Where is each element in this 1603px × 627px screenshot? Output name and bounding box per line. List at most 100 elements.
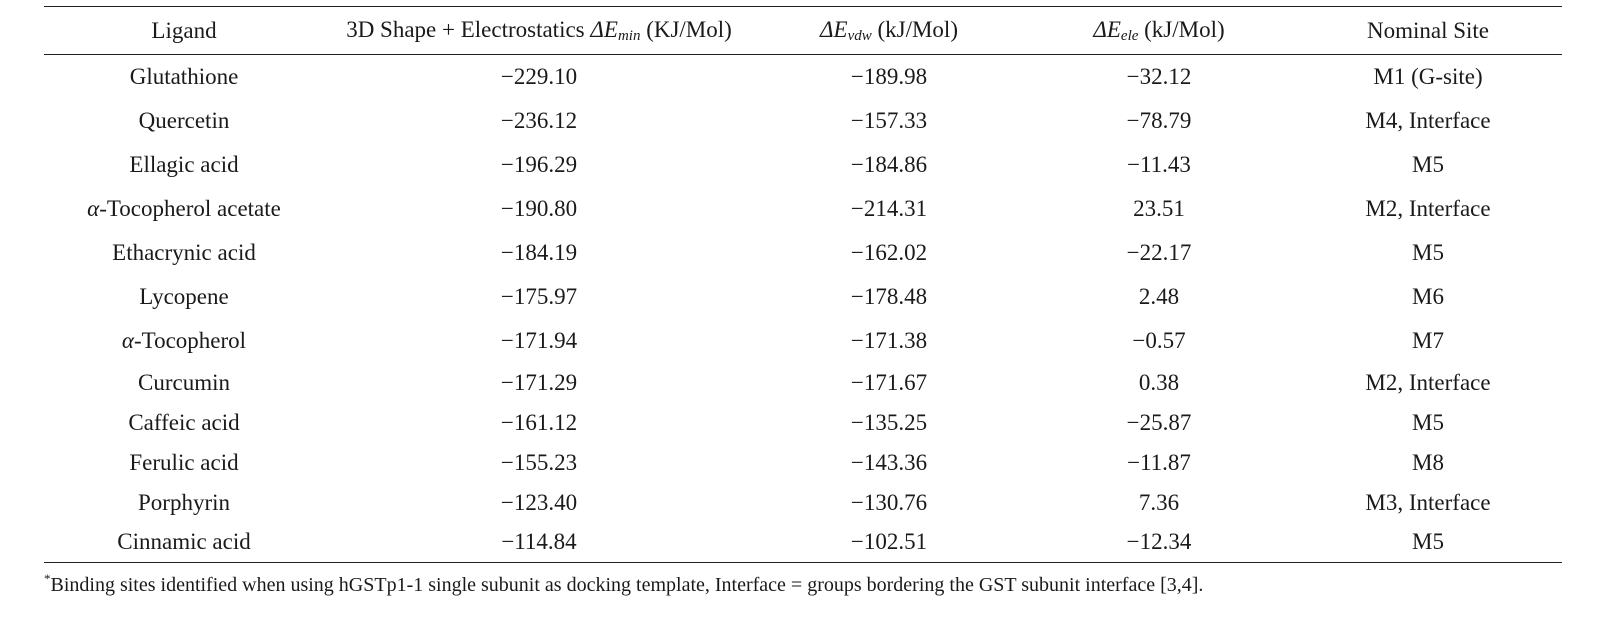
ligand-name: Ferulic acid (129, 449, 239, 475)
header-eele-sub: ele (1120, 27, 1139, 44)
cell-site: M2, Interface (1365, 195, 1491, 221)
table-row: Quercetin −236.12 −157.33 −78.79 M4, Interfa… (44, 99, 1562, 143)
cell-emin: −171.29 (500, 369, 578, 395)
cell-emin: −236.12 (500, 107, 578, 133)
header-emin-unit: (KJ/Mol) (640, 16, 732, 42)
cell-emin: −155.23 (500, 449, 578, 475)
cell-evdw: −135.25 (850, 409, 928, 435)
header-eele-delta: ΔE (1093, 16, 1121, 42)
ligand-prefix: α (121, 327, 134, 353)
cell-evdw: −102.51 (754, 522, 1024, 563)
cell-evdw: −130.76 (850, 489, 928, 515)
cell-emin: −123.40 (500, 489, 578, 515)
table-header-row: Ligand 3D Shape + Electrostatics ΔEmin (… (44, 6, 1562, 55)
header-emin-sub: min (617, 27, 641, 44)
cell-evdw: −171.38 (850, 327, 928, 353)
cell-eele: −11.87 (1127, 449, 1191, 475)
cell-site: M3, Interface (1365, 489, 1491, 515)
cell-eele: 0.38 (1138, 369, 1180, 395)
header-evdw: ΔEvdw (kJ/Mol) (754, 6, 1024, 55)
header-evdw-unit: (kJ/Mol) (871, 16, 958, 42)
cell-site: M5 (1412, 409, 1444, 435)
ligand-prefix: α (87, 195, 100, 221)
cell-site: M5 (1412, 239, 1444, 265)
table-row: Lycopene −175.97 −178.48 2.48 M6 (44, 275, 1562, 319)
cell-site: M1 (G-site) (1373, 63, 1483, 89)
header-emin: 3D Shape + Electrostatics ΔEmin (KJ/Mol) (324, 6, 754, 55)
cell-site: M8 (1412, 449, 1444, 475)
table-footnote: *Binding sites identified when using hGS… (44, 571, 1203, 597)
table-row: α-Tocopherol −171.94 −171.38 −0.57 M7 (44, 319, 1562, 363)
header-emin-delta: ΔE (590, 16, 618, 42)
header-eele: ΔEele (kJ/Mol) (1024, 6, 1294, 55)
cell-ligand: Lycopene (44, 275, 324, 319)
header-emin-prefix: 3D Shape + Electrostatics (346, 16, 591, 42)
cell-site: M5 (1294, 522, 1562, 563)
ligand-name: Curcumin (138, 369, 230, 395)
cell-ligand: Ethacrynic acid (44, 231, 324, 275)
cell-eele: −78.79 (1126, 107, 1192, 133)
ligand-name: Glutathione (129, 63, 239, 89)
cell-eele: −12.34 (1024, 522, 1294, 563)
table-row: Ferulic acid −155.23 −143.36 −11.87 M8 (44, 443, 1562, 483)
header-evdw-delta: ΔE (820, 16, 848, 42)
table-row: Curcumin −171.29 −171.67 0.38 M2, Interface (44, 363, 1562, 403)
cell-ligand: Ellagic acid (44, 143, 324, 187)
cell-eele: 23.51 (1133, 195, 1185, 221)
table-row: Ellagic acid −196.29 −184.86 −11.43 M5 (44, 143, 1562, 187)
table-row: Cinnamic acid −114.84 −102.51 −12.34 M5 (44, 522, 1562, 563)
cell-emin: −175.97 (500, 283, 578, 309)
cell-evdw: −143.36 (850, 449, 928, 475)
ligand-name: Caffeic acid (128, 409, 240, 435)
ligand-name: Cinnamic acid (117, 529, 251, 555)
cell-ligand: Caffeic acid (44, 403, 324, 443)
header-site: Nominal Site (1294, 6, 1562, 55)
cell-eele: −0.57 (1132, 327, 1186, 353)
cell-eele: −11.43 (1127, 151, 1191, 177)
cell-evdw: −157.33 (850, 107, 928, 133)
cell-eele: −32.12 (1126, 63, 1192, 89)
cell-eele: 2.48 (1138, 283, 1180, 309)
cell-emin: −184.19 (500, 239, 578, 265)
table-body: Glutathione −229.10 −189.98 −32.12 M1 (G-sit… (44, 55, 1562, 563)
cell-evdw: −171.67 (850, 369, 928, 395)
footnote-marker: * (44, 571, 51, 586)
ligand-name: Lycopene (139, 283, 229, 309)
ligand-name: -Tocopherol acetate (99, 195, 281, 221)
table-row: Glutathione −229.10 −189.98 −32.12 M1 (G-sit… (44, 55, 1562, 99)
ligand-name: -Tocopherol (134, 327, 247, 353)
cell-ligand: Porphyrin (44, 483, 324, 523)
ligand-name: Quercetin (138, 107, 230, 133)
table-row: Ethacrynic acid −184.19 −162.02 −22.17 M5 (44, 231, 1562, 275)
cell-emin: −114.84 (324, 522, 754, 563)
cell-emin: −229.10 (500, 63, 578, 89)
cell-site: M2, Interface (1365, 369, 1491, 395)
cell-site: M5 (1412, 151, 1444, 177)
cell-evdw: −162.02 (850, 239, 928, 265)
header-evdw-sub: vdw (847, 27, 872, 44)
cell-evdw: −184.86 (850, 151, 928, 177)
cell-site: M4, Interface (1365, 107, 1491, 133)
cell-ligand: Cinnamic acid (44, 522, 324, 563)
cell-evdw: −178.48 (850, 283, 928, 309)
table-row: α-Tocopherol acetate −190.80 −214.31 23.51 M… (44, 187, 1562, 231)
ligand-name: Ellagic acid (129, 151, 239, 177)
cell-eele: −25.87 (1126, 409, 1192, 435)
cell-ligand: Glutathione (44, 55, 324, 99)
cell-ligand: Curcumin (44, 363, 324, 403)
cell-emin: −196.29 (500, 151, 578, 177)
cell-ligand: Quercetin (44, 99, 324, 143)
table-row: Caffeic acid −161.12 −135.25 −25.87 M5 (44, 403, 1562, 443)
footnote-text: Binding sites identified when using hGST… (50, 574, 1204, 596)
binding-energy-table: Ligand 3D Shape + Electrostatics ΔEmin (… (44, 6, 1562, 563)
header-eele-unit: (kJ/Mol) (1138, 16, 1225, 42)
ligand-name: Porphyrin (138, 489, 230, 515)
cell-ligand: Ferulic acid (44, 443, 324, 483)
cell-eele: 7.36 (1138, 489, 1180, 515)
cell-ligand: α-Tocopherol acetate (44, 187, 324, 231)
header-ligand: Ligand (44, 6, 324, 55)
cell-ligand: α-Tocopherol (44, 319, 324, 363)
cell-site: M6 (1412, 283, 1444, 309)
cell-emin: −161.12 (500, 409, 578, 435)
